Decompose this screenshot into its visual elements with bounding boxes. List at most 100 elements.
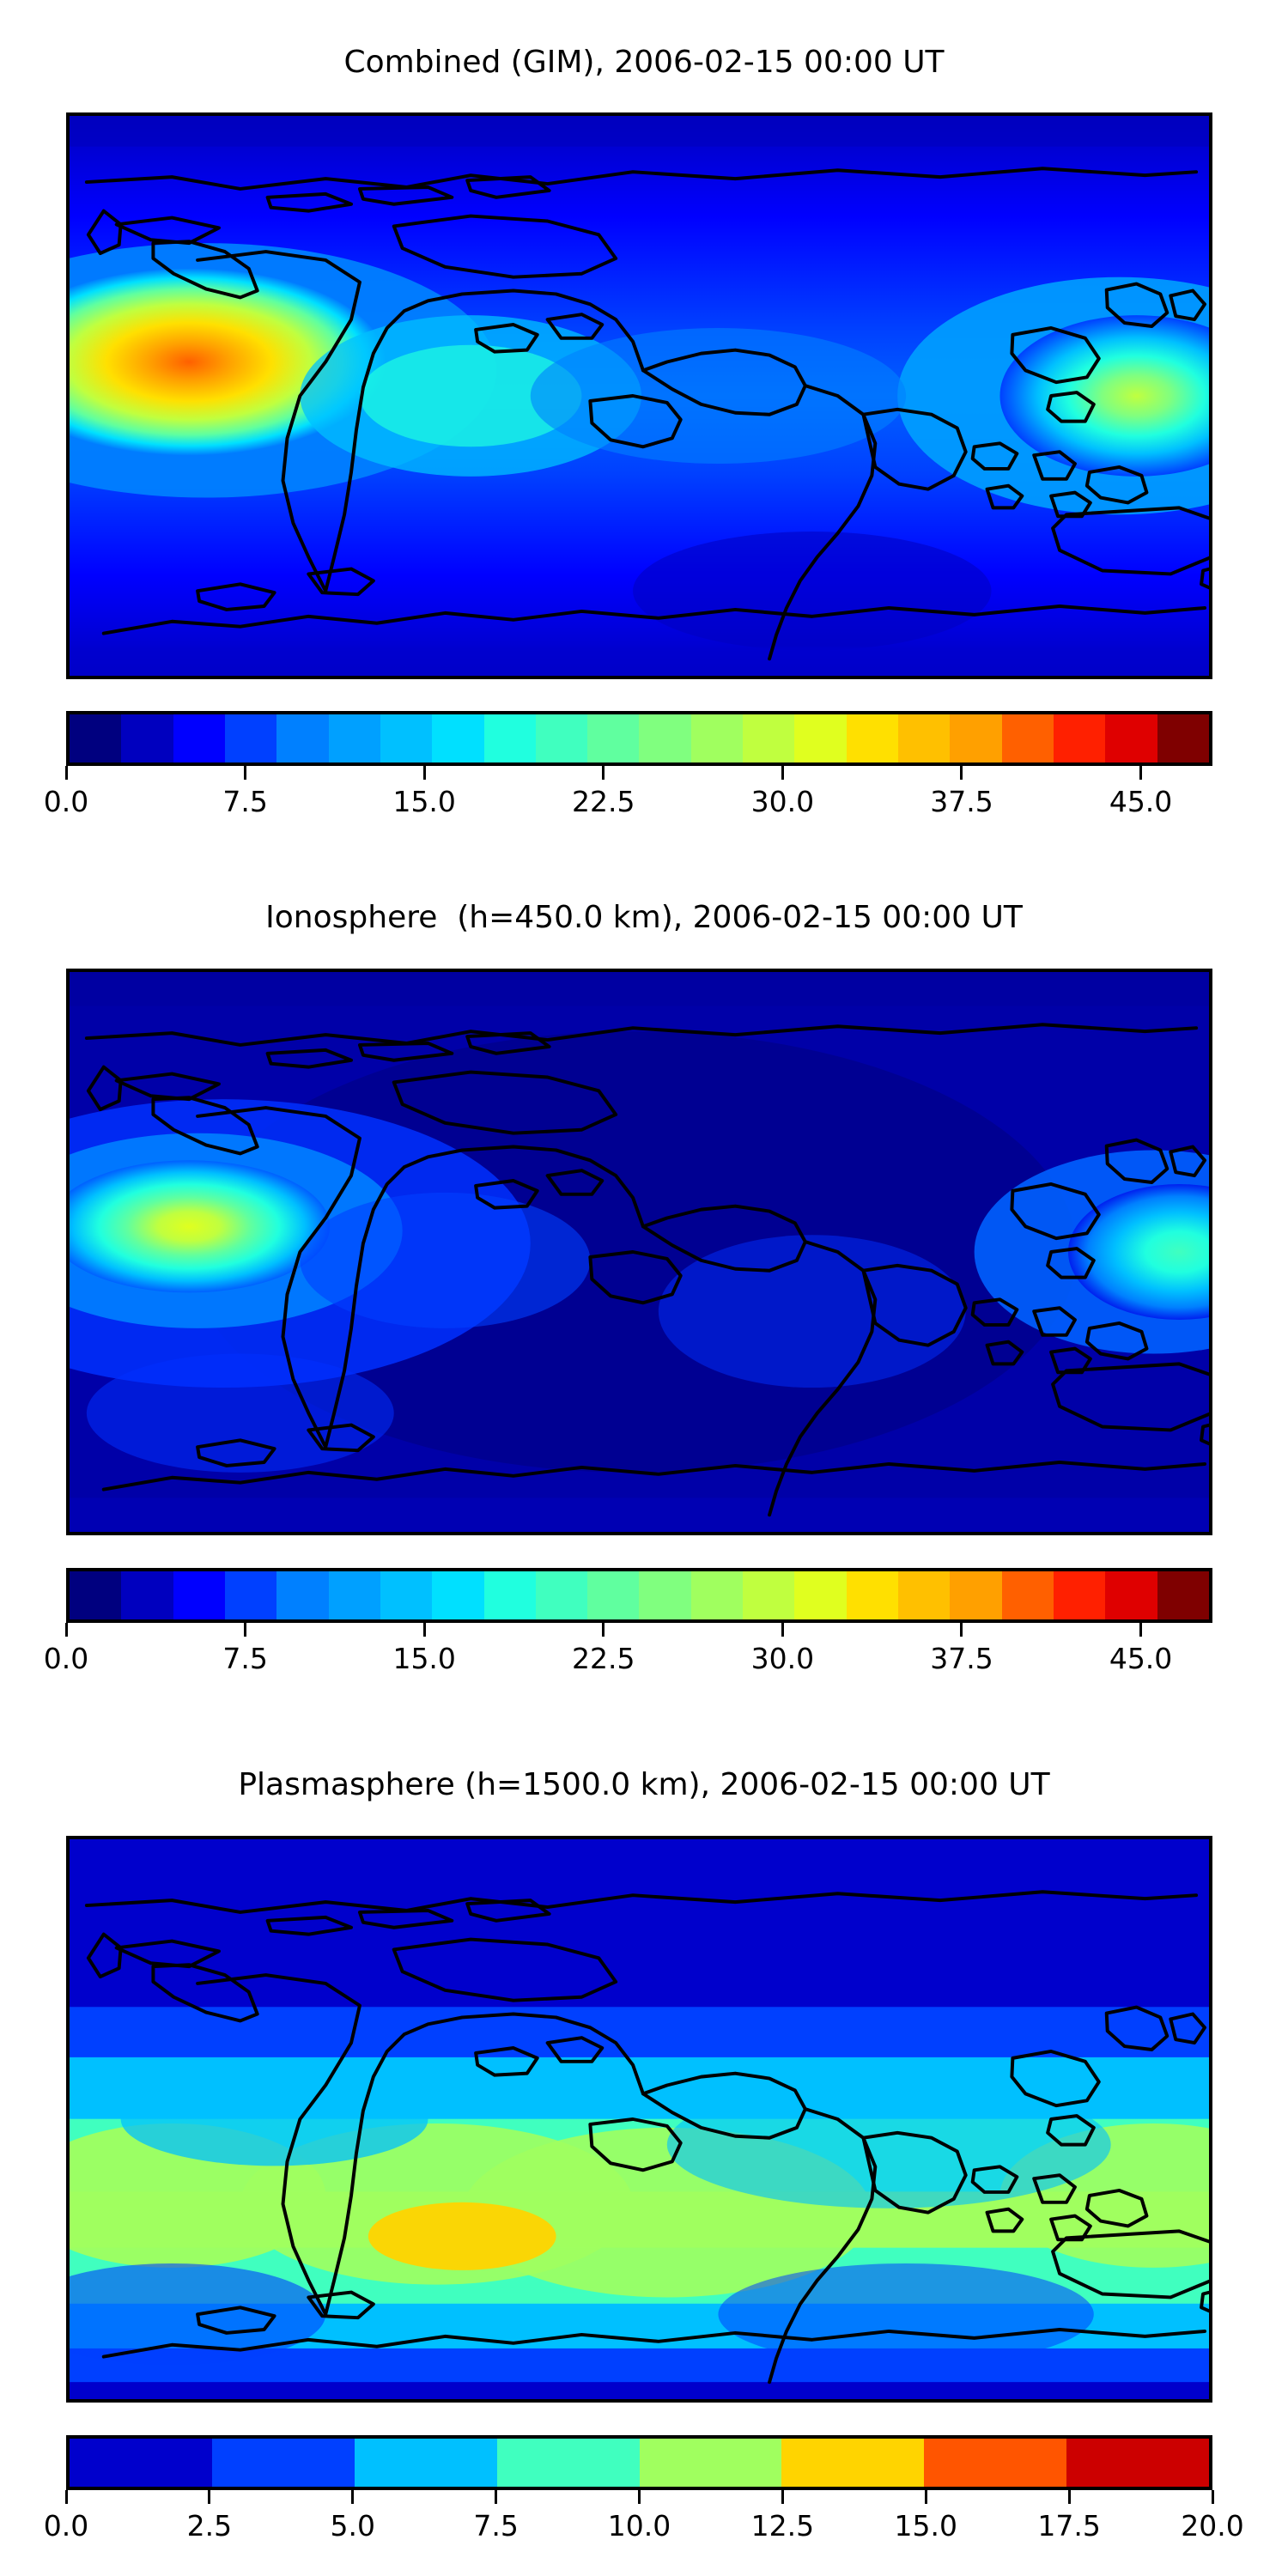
colorbar-tick-label: 2.5 xyxy=(186,2509,233,2543)
colorbar-tick xyxy=(960,766,963,780)
colorbar-tick-labels-ionosphere: 0.0 7.5 15.0 22.5 30.0 37.5 45.0 xyxy=(44,1640,1212,1680)
colorbar-tick-label: 7.5 xyxy=(222,785,268,818)
colorbar-tick xyxy=(495,2490,498,2504)
colorbar-band xyxy=(70,2439,212,2487)
colorbar-band xyxy=(70,714,122,762)
colorbar-ticks-plasmasphere xyxy=(64,2490,1214,2507)
colorbar-band xyxy=(496,2439,640,2487)
colorbar-tick xyxy=(351,2490,355,2504)
colorbar-band xyxy=(794,1571,847,1619)
colorbar-tick xyxy=(1067,2490,1071,2504)
colorbar-tick xyxy=(1211,2490,1214,2504)
colorbar-tick xyxy=(1139,1623,1143,1637)
colorbar-plasmasphere: 0.0 2.5 5.0 7.5 10.0 12.5 15.0 17.5 20.0 xyxy=(44,2435,1244,2547)
colorbar-band xyxy=(328,1571,380,1619)
colorbar-band xyxy=(224,714,277,762)
colorbar-tick-label: 17.5 xyxy=(1037,2509,1101,2543)
colorbar-tick xyxy=(64,766,68,780)
colorbar-ticks-ionosphere xyxy=(64,1623,1212,1640)
colorbar-band xyxy=(121,714,173,762)
colorbar-band xyxy=(432,714,484,762)
panel-combined: Combined (GIM), 2006-02-15 00:00 UT xyxy=(0,0,1288,859)
colorbar-tick-label: 15.0 xyxy=(392,785,456,818)
colorbar-tick-label: 20.0 xyxy=(1181,2509,1244,2543)
colorbar-band xyxy=(846,1571,898,1619)
colorbar-tick xyxy=(64,1623,68,1637)
colorbar-band xyxy=(1053,714,1106,762)
colorbar-band xyxy=(743,714,795,762)
panel-title-ionosphere: Ionosphere (h=450.0 km), 2006-02-15 00:0… xyxy=(265,900,1023,935)
colorbar-tick-label: 0.0 xyxy=(43,785,89,818)
colorbar-band xyxy=(121,1571,173,1619)
colorbar-tick xyxy=(1139,766,1143,780)
colorbar-band xyxy=(173,714,225,762)
colorbar-band xyxy=(276,1571,329,1619)
colorbar-band xyxy=(535,714,588,762)
colorbar-band xyxy=(380,714,433,762)
colorbar-tick-label: 30.0 xyxy=(750,1642,815,1675)
colorbar-bands-ionosphere xyxy=(66,1568,1212,1623)
colorbar-bands-plasmasphere xyxy=(66,2435,1212,2490)
colorbar-tick xyxy=(960,1623,963,1637)
map-contour-fill-ionosphere xyxy=(70,972,1209,1532)
colorbar-tick-label: 15.0 xyxy=(894,2509,957,2543)
colorbar-band xyxy=(380,1571,433,1619)
colorbar-band xyxy=(639,1571,691,1619)
colorbar-band xyxy=(224,1571,277,1619)
colorbar-band xyxy=(483,714,536,762)
colorbar-tick-label: 37.5 xyxy=(930,785,993,818)
colorbar-tick-label: 15.0 xyxy=(392,1642,456,1675)
panel-ionosphere: Ionosphere (h=450.0 km), 2006-02-15 00:0… xyxy=(0,859,1288,1726)
colorbar-tick-label: 22.5 xyxy=(572,1642,635,1675)
colorbar-tick-label: 30.0 xyxy=(750,785,815,818)
colorbar-tick-label: 12.5 xyxy=(750,2509,815,2543)
colorbar-band xyxy=(173,1571,225,1619)
colorbar-band xyxy=(354,2439,497,2487)
colorbar-tick xyxy=(781,1623,784,1637)
colorbar-tick-labels-plasmasphere: 0.0 2.5 5.0 7.5 10.0 12.5 15.0 17.5 20.0 xyxy=(44,2507,1244,2547)
colorbar-band xyxy=(639,2439,782,2487)
map-contour-fill-plasmasphere xyxy=(70,1839,1209,2399)
colorbar-tick xyxy=(924,2490,927,2504)
colorbar-band xyxy=(1066,2439,1209,2487)
colorbar-tick-label: 0.0 xyxy=(43,1642,89,1675)
colorbar-tick-labels-combined: 0.0 7.5 15.0 22.5 30.0 37.5 45.0 xyxy=(44,783,1212,823)
colorbar-band xyxy=(924,2439,1067,2487)
colorbar-tick-label: 45.0 xyxy=(1109,1642,1173,1675)
panel-title-plasmasphere: Plasmasphere (h=1500.0 km), 2006-02-15 0… xyxy=(238,1767,1050,1802)
colorbar-ionosphere: 0.0 7.5 15.0 22.5 30.0 37.5 45.0 xyxy=(44,1568,1212,1680)
colorbar-band xyxy=(690,714,744,762)
colorbar-tick-label: 37.5 xyxy=(930,1642,993,1675)
colorbar-band xyxy=(1001,1571,1054,1619)
colorbar-band xyxy=(1001,714,1054,762)
colorbar-band xyxy=(1105,1571,1157,1619)
colorbar-tick-label: 10.0 xyxy=(607,2509,671,2543)
colorbar-band xyxy=(743,1571,795,1619)
colorbar-band xyxy=(70,1571,122,1619)
panel-title-combined: Combined (GIM), 2006-02-15 00:00 UT xyxy=(343,45,945,80)
colorbar-tick-label: 7.5 xyxy=(222,1642,268,1675)
colorbar-band xyxy=(1053,1571,1106,1619)
colorbar-band xyxy=(690,1571,744,1619)
colorbar-tick-label: 0.0 xyxy=(43,2509,89,2543)
colorbar-band xyxy=(1105,714,1157,762)
colorbar-combined: 0.0 7.5 15.0 22.5 30.0 37.5 45.0 xyxy=(44,711,1212,823)
colorbar-band xyxy=(950,1571,1002,1619)
colorbar-band xyxy=(1157,1571,1209,1619)
colorbar-band xyxy=(587,1571,640,1619)
colorbar-band xyxy=(276,714,329,762)
colorbar-ticks-combined xyxy=(64,766,1212,783)
colorbar-band xyxy=(639,714,691,762)
map-axes-ionosphere xyxy=(66,969,1212,1535)
colorbar-band xyxy=(211,2439,355,2487)
colorbar-tick xyxy=(64,2490,68,2504)
colorbar-band xyxy=(794,714,847,762)
colorbar-tick xyxy=(602,1623,605,1637)
colorbar-band xyxy=(781,2439,925,2487)
colorbar-band xyxy=(432,1571,484,1619)
colorbar-tick xyxy=(244,766,247,780)
colorbar-band xyxy=(587,714,640,762)
colorbar-band xyxy=(898,1571,951,1619)
map-axes-plasmasphere xyxy=(66,1836,1212,2403)
